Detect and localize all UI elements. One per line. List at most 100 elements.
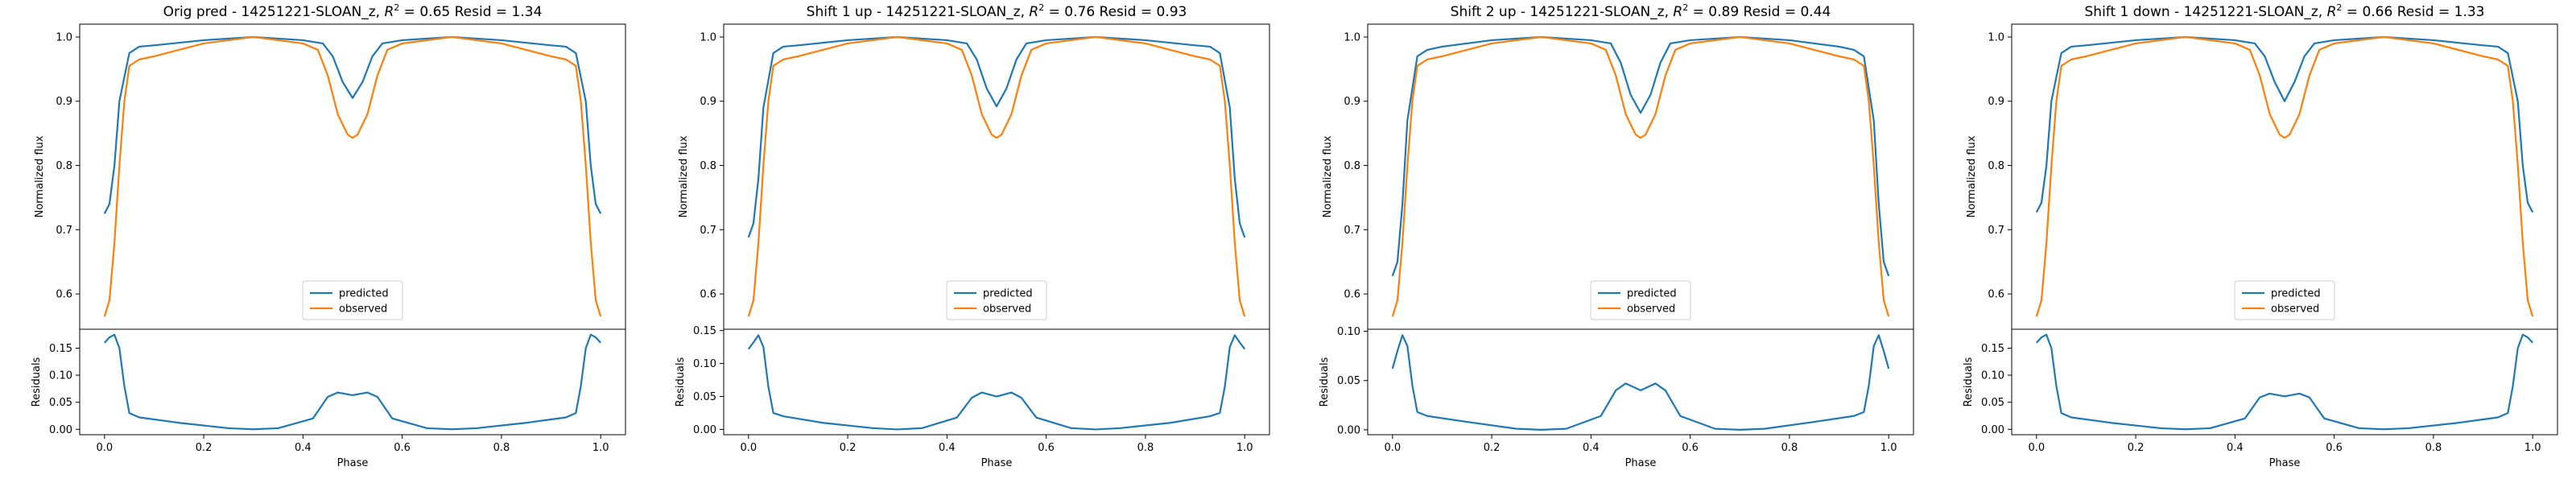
xtick-label: 0.2 (1484, 442, 1501, 454)
residual-y-axis-label: Residuals (31, 357, 43, 407)
legend-label-observed: observed (339, 303, 387, 316)
xtick-label: 0.2 (196, 442, 213, 454)
legend-label-predicted: predicted (339, 288, 389, 300)
r2-equals: = (1044, 4, 1064, 20)
flux-ytick-label: 0.6 (700, 289, 716, 301)
residual-y-axis-label: Residuals (1319, 357, 1331, 407)
series-line-observed (103, 35, 602, 317)
series-line-residuals (104, 333, 601, 431)
flux-ytick-label: 0.7 (56, 225, 72, 237)
x-axis-label: Phase (981, 457, 1013, 469)
title-prefix: Shift 2 up - 14251221-SLOAN_z, (1451, 4, 1674, 20)
residual-ytick-label: 0.00 (1981, 424, 2004, 436)
flux-ytick-label: 0.6 (1344, 289, 1360, 301)
r2-exponent: 2 (394, 2, 399, 13)
r2-symbol: R (2327, 4, 2337, 20)
residual-ytick-label: 0.05 (693, 391, 716, 403)
xtick-label: 0.8 (493, 442, 510, 454)
xtick-label: 1.0 (592, 442, 609, 454)
residual-ytick-label: 0.10 (49, 370, 72, 382)
flux-y-axis-label: Normalized flux (1966, 135, 1978, 217)
residual-ytick-label: 0.00 (693, 424, 716, 436)
xtick-label: 0.0 (2028, 442, 2045, 454)
xtick-label: 0.0 (1384, 442, 1401, 454)
resid-label: Resid = (450, 4, 511, 20)
r2-equals: = (2342, 4, 2362, 20)
flux-y-axis-label: Normalized flux (34, 135, 46, 217)
flux-ytick-label: 0.6 (1988, 289, 2004, 301)
resid-value: 1.34 (512, 4, 543, 20)
resid-label: Resid = (1739, 4, 1800, 20)
series-line-residuals (2036, 333, 2533, 431)
legend-frame (1590, 280, 1691, 320)
chart-title: Orig pred - 14251221-SLOAN_z, R2 = 0.65 … (163, 2, 543, 20)
r2-value: 0.89 (1708, 4, 1739, 20)
title-prefix: Shift 1 down - 14251221-SLOAN_z, (2085, 4, 2327, 20)
subplot-4: Shift 1 down - 14251221-SLOAN_z, R2 = 0.… (1963, 2, 2558, 469)
flux-ytick-label: 1.0 (1344, 31, 1360, 43)
xtick-label: 0.0 (740, 442, 757, 454)
flux-ytick-label: 0.7 (1988, 225, 2004, 237)
title-prefix: Orig pred - 14251221-SLOAN_z, (163, 4, 385, 20)
resid-label: Resid = (2392, 4, 2454, 20)
chart-title: Shift 1 up - 14251221-SLOAN_z, R2 = 0.76… (807, 2, 1187, 20)
x-axis-label: Phase (1625, 457, 1657, 469)
xtick-label: 1.0 (1880, 442, 1897, 454)
residual-ytick-label: 0.15 (49, 343, 72, 355)
flux-ytick-label: 0.8 (1344, 160, 1360, 172)
residual-ytick-label: 0.05 (1337, 375, 1360, 387)
xtick-label: 1.0 (1236, 442, 1253, 454)
residual-ytick-label: 0.15 (693, 325, 716, 337)
flux-y-axis-label: Normalized flux (1322, 135, 1334, 217)
subplot-2: Shift 1 up - 14251221-SLOAN_z, R2 = 0.76… (675, 2, 1270, 469)
series-line-predicted (747, 35, 1246, 238)
r2-symbol: R (1029, 4, 1038, 20)
chart-title: Shift 1 down - 14251221-SLOAN_z, R2 = 0.… (2085, 2, 2485, 20)
flux-ytick-label: 0.9 (56, 96, 72, 108)
residual-axes-frame (723, 328, 1270, 436)
xtick-label: 0.8 (1781, 442, 1798, 454)
r2-symbol: R (1673, 4, 1682, 20)
r2-exponent: 2 (1682, 2, 1688, 13)
residual-ytick-label: 0.00 (1337, 424, 1360, 436)
xtick-label: 0.4 (939, 442, 956, 454)
residual-axes-frame (1367, 328, 1914, 436)
r2-value: 0.76 (1064, 4, 1095, 20)
xtick-label: 0.6 (1682, 442, 1699, 454)
legend-frame (2234, 280, 2335, 320)
r2-value: 0.65 (419, 4, 450, 20)
r2-equals: = (1688, 4, 1708, 20)
legend-label-predicted: predicted (1627, 288, 1677, 300)
xtick-label: 0.4 (295, 442, 312, 454)
flux-ytick-label: 0.8 (56, 160, 72, 172)
x-axis-label: Phase (2269, 457, 2301, 469)
residual-ytick-label: 0.10 (693, 358, 716, 370)
residual-ytick-label: 0.15 (1981, 343, 2004, 355)
legend-label-predicted: predicted (983, 288, 1033, 300)
xtick-label: 0.6 (2326, 442, 2343, 454)
xtick-label: 0.2 (840, 442, 857, 454)
legend: predicted observed (2234, 280, 2335, 320)
series-line-observed (2035, 35, 2534, 317)
r2-equals: = (399, 4, 419, 20)
subplot-3: Shift 2 up - 14251221-SLOAN_z, R2 = 0.89… (1319, 2, 1914, 469)
series-line-predicted (2035, 35, 2534, 213)
flux-ytick-label: 0.7 (1344, 225, 1360, 237)
legend: predicted observed (946, 280, 1047, 320)
xtick-label: 1.0 (2524, 442, 2541, 454)
series-line-residuals (1391, 334, 1890, 431)
resid-value: 0.44 (1800, 4, 1831, 20)
legend-label-predicted: predicted (2271, 288, 2321, 300)
xtick-label: 0.8 (2425, 442, 2442, 454)
flux-ytick-label: 1.0 (56, 31, 72, 43)
r2-exponent: 2 (1038, 2, 1044, 13)
series-line-observed (1391, 35, 1890, 317)
subplot-1: Orig pred - 14251221-SLOAN_z, R2 = 0.65 … (31, 2, 626, 469)
flux-ytick-label: 0.6 (56, 289, 72, 301)
resid-value: 0.93 (1156, 4, 1187, 20)
flux-ytick-label: 0.8 (700, 160, 716, 172)
chart-title: Shift 2 up - 14251221-SLOAN_z, R2 = 0.89… (1451, 2, 1831, 20)
r2-symbol: R (384, 4, 394, 20)
legend-label-observed: observed (983, 303, 1031, 316)
